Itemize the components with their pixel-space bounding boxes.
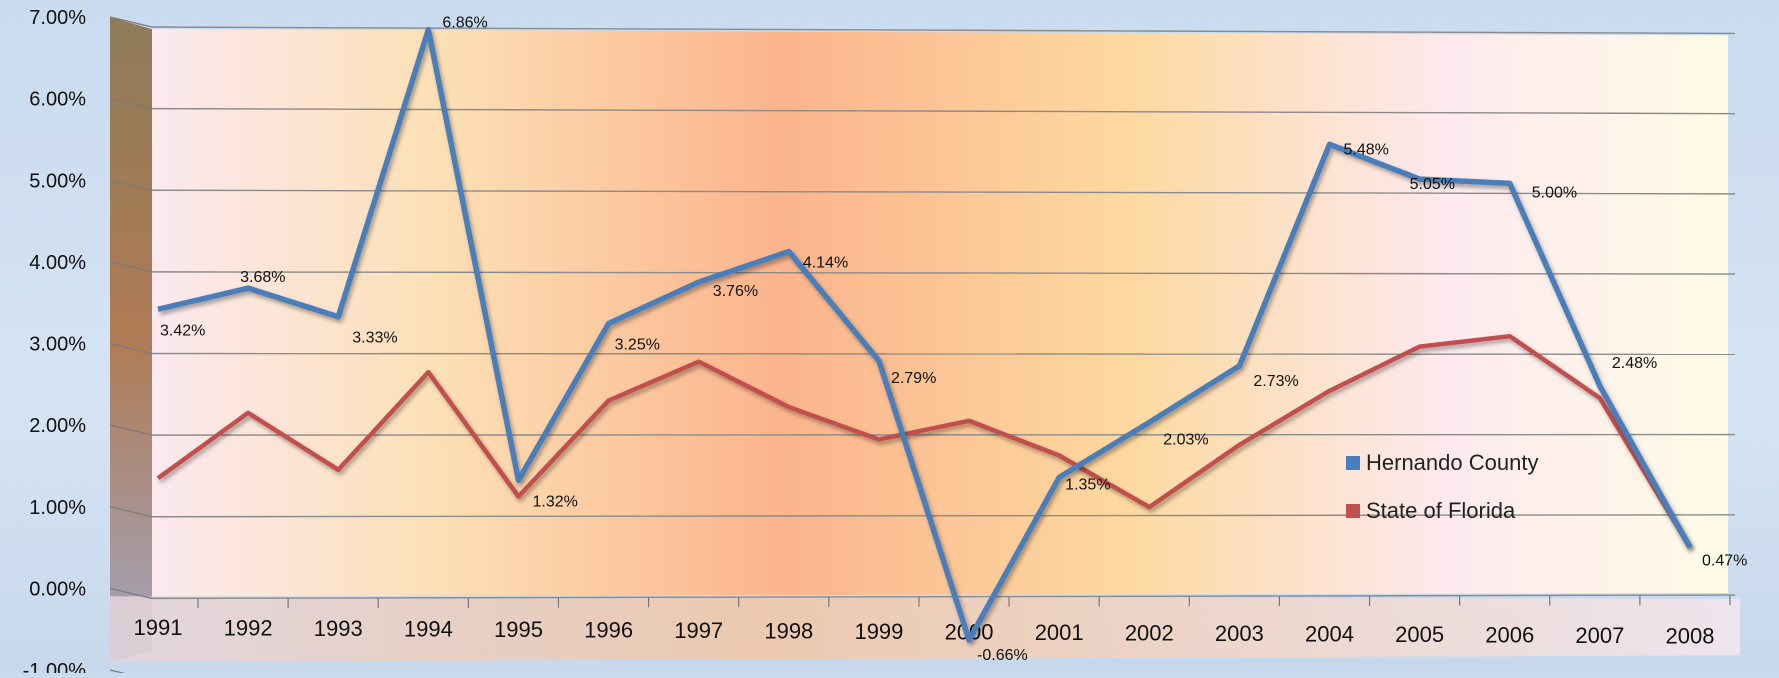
x-tick-label: 1993 [314, 616, 363, 641]
y-tick-label: 2.00% [29, 415, 86, 437]
plot-area [110, 17, 1740, 662]
data-label: 2.79% [891, 370, 936, 387]
x-tick-label: 1991 [134, 615, 183, 640]
y-tick-label: 5.00% [29, 170, 86, 192]
data-label: 2.03% [1163, 431, 1208, 448]
x-tick-label: 2008 [1666, 624, 1715, 649]
x-tick-label: 2004 [1305, 622, 1354, 647]
legend: Hernando County State of Florida [1346, 450, 1538, 523]
gridline-side [109, 261, 153, 273]
legend-label: Hernando County [1366, 450, 1538, 475]
data-label: 5.00% [1532, 184, 1577, 201]
x-tick-label: 1998 [764, 619, 813, 644]
y-tick-label: 3.00% [29, 334, 86, 356]
y-tick-label: 6.00% [29, 89, 86, 111]
x-tick-label: 1996 [584, 618, 633, 643]
floor [110, 596, 1740, 662]
x-tick-label: 2007 [1575, 623, 1624, 648]
back-wall [152, 29, 1728, 597]
y-tick-label: 0.00% [29, 578, 86, 600]
legend-swatch [1346, 504, 1360, 518]
gridline [151, 189, 1736, 195]
x-tick-label: 1997 [674, 618, 723, 643]
y-tick-label: -1.00% [23, 660, 87, 673]
x-axis: 1991 1992 1993 1994 1995 1996 1997 1998 1999 2000… [134, 595, 1731, 649]
gridline-side [109, 179, 153, 191]
data-label: 5.48% [1344, 141, 1389, 158]
gridlines [109, 16, 1736, 678]
gridline-side [109, 342, 153, 355]
gridline [151, 26, 1736, 35]
x-tick-label: 2003 [1215, 621, 1264, 646]
data-label: 3.42% [160, 322, 205, 339]
gridline-side [109, 587, 153, 599]
y-tick-label: 4.00% [29, 252, 86, 274]
gridline-side [109, 98, 153, 110]
data-label: 3.68% [240, 269, 285, 286]
x-tick-label: 2002 [1125, 621, 1174, 646]
series-lines [156, 26, 1693, 643]
legend-swatch [1346, 456, 1360, 470]
gridline-side [109, 16, 153, 28]
data-label: 3.25% [615, 336, 660, 353]
data-label: 2.48% [1612, 355, 1657, 372]
data-labels: 3.42% 3.68% 3.33% 6.86% 1.32% 3.25% 3.76% 4.14%… [160, 15, 1747, 664]
series-line [156, 333, 1692, 549]
x-tick-label: 2006 [1485, 623, 1534, 648]
y-tick-label: 7.00% [29, 7, 86, 29]
side-wall [110, 17, 152, 662]
x-tick-label: 2005 [1395, 622, 1444, 647]
data-label: 2.73% [1253, 373, 1298, 390]
data-label: 1.35% [1065, 476, 1110, 493]
gridline-side [109, 506, 153, 518]
x-tick-label: 1999 [854, 619, 903, 644]
gridline-side [109, 424, 153, 436]
data-label: -0.66% [977, 647, 1028, 664]
y-tick-label: 1.00% [29, 497, 86, 519]
x-tick-label: 1994 [404, 617, 453, 642]
data-label: 3.76% [713, 283, 758, 300]
gridline [151, 352, 1736, 356]
data-label: 0.47% [1702, 552, 1747, 569]
x-tick-label: 2001 [1035, 620, 1084, 645]
data-label: 4.14% [803, 254, 848, 271]
gridline [151, 433, 1736, 436]
x-tick-label: 1992 [224, 616, 273, 641]
y-axis: -1.00% 0.00% 1.00% 2.00% 3.00% 4.00% 5.00% 6.00… [23, 7, 87, 678]
data-label: 5.05% [1410, 176, 1455, 193]
gridline [151, 271, 1736, 275]
data-label: 1.32% [532, 493, 577, 510]
data-label: 6.86% [442, 15, 487, 32]
series-line [157, 26, 1693, 643]
legend-label: State of Florida [1366, 498, 1516, 523]
gridline [151, 514, 1736, 518]
gridline [151, 107, 1736, 115]
data-label: 3.33% [352, 330, 397, 347]
x-tick-label: 1995 [494, 617, 543, 642]
gridline [151, 594, 1736, 600]
